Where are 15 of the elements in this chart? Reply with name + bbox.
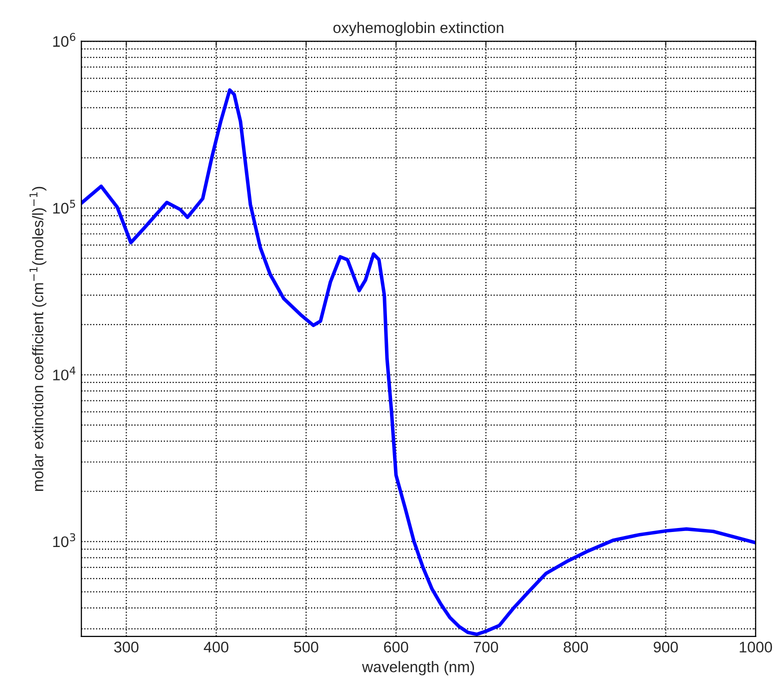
- x-axis-title: wavelength (nm): [362, 661, 474, 676]
- y-tick-label: 10$^{5}$: [53, 200, 76, 214]
- x-tick-label: 600: [384, 642, 408, 652]
- x-tick-label: 1000: [740, 642, 772, 652]
- y-tick-label: 10$^{4}$: [53, 366, 76, 380]
- y-tick-label: 10$^{6}$: [53, 32, 76, 47]
- x-tick-label: 400: [204, 642, 228, 652]
- x-tick-label: 300: [114, 642, 138, 652]
- y-tick-label: 10$^{3}$: [53, 533, 76, 548]
- x-tick-label: 700: [474, 642, 498, 652]
- x-tick-label: 900: [654, 642, 678, 652]
- x-tick-label: 800: [564, 642, 588, 652]
- chart-title: oxyhemoglobin extinction: [333, 22, 504, 36]
- y-axis-title: molar extinction coefficient (cm$^{−1}$(moles/l)$^{−1}$): [30, 186, 46, 491]
- x-tick-label: 500: [294, 642, 318, 652]
